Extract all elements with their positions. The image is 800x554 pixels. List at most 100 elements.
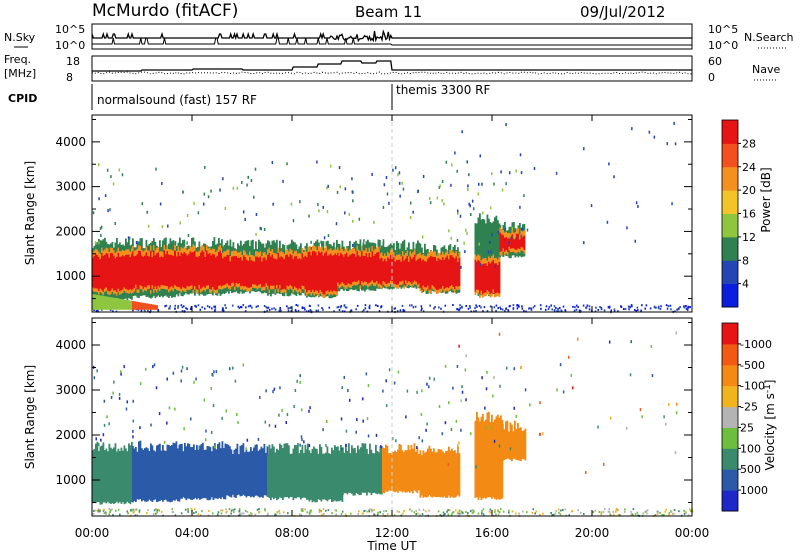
echo-column (244, 256, 247, 287)
ground-scatter-point (382, 512, 384, 515)
ground-scatter-point (147, 309, 149, 312)
ground-scatter-point (379, 511, 381, 514)
echo-column (311, 448, 314, 503)
echo-column (502, 424, 504, 461)
scatter-point (392, 168, 394, 172)
ground-scatter-point (309, 305, 311, 308)
echo-column (136, 451, 139, 500)
echo-column (227, 444, 230, 496)
echo-segment (304, 239, 338, 299)
echo-column (316, 449, 318, 503)
echo-column (108, 257, 111, 292)
ground-scatter-point (657, 305, 660, 308)
colorbar-swatch (722, 385, 738, 408)
ground-scatter-point (337, 305, 340, 308)
echo-column (425, 451, 428, 498)
echo-column (348, 443, 350, 493)
ground-scatter-point (403, 309, 406, 312)
scatter-point (367, 434, 370, 438)
scatter-point (150, 423, 152, 427)
scatter-point (104, 194, 107, 198)
scatter-point (93, 376, 96, 380)
echo-column (346, 450, 349, 495)
echo-column (288, 445, 290, 499)
ground-scatter-point (480, 306, 482, 309)
echo-column (256, 444, 258, 496)
colorbar-tick-label: 24 (742, 161, 756, 174)
ground-scatter-point (475, 309, 477, 312)
echo-segment (502, 420, 527, 462)
echo-column (428, 257, 431, 290)
ground-scatter-point (231, 304, 234, 307)
ground-scatter-point (228, 507, 231, 510)
echo-column (403, 452, 405, 492)
scatter-point (648, 130, 651, 134)
ground-scatter-point (387, 513, 389, 516)
scatter-point (192, 244, 195, 248)
ground-scatter-point (136, 514, 139, 517)
scatter-point (98, 197, 100, 201)
ground-scatter-point (528, 307, 531, 310)
scatter-point (385, 379, 387, 383)
scatter-point (100, 438, 102, 442)
scatter-point (97, 443, 100, 447)
ground-scatter-point (609, 513, 612, 516)
ground-scatter-point (368, 509, 370, 512)
echo-column (449, 450, 452, 498)
scatter-point (519, 205, 521, 209)
ground-scatter-point (477, 512, 480, 515)
scatter-point (454, 151, 456, 155)
ground-scatter-point (371, 508, 373, 511)
scatter-point (461, 130, 463, 134)
ground-scatter-point (588, 308, 591, 311)
date-title: 09/Jul/2012 (580, 3, 665, 21)
scatter-point (167, 224, 169, 228)
low-echo-column (100, 295, 102, 310)
echo-column (276, 259, 278, 285)
echo-segment (179, 441, 227, 501)
ground-scatter-point (542, 512, 544, 515)
echo-column (315, 251, 317, 291)
echo-column (291, 255, 293, 287)
low-echo-column (128, 300, 130, 310)
scatter-point (166, 421, 168, 425)
ground-scatter-point (482, 508, 485, 511)
scatter-point (513, 236, 516, 240)
scatter-point (475, 465, 477, 469)
echo-column (125, 255, 127, 289)
echo-column (366, 448, 368, 496)
scatter-point (521, 227, 524, 231)
scatter-point (412, 210, 414, 214)
ground-scatter-point (414, 305, 417, 308)
ground-scatter-point (577, 306, 579, 309)
ground-scatter-point (144, 310, 146, 313)
echo-column (202, 442, 204, 499)
ground-scatter-point (594, 310, 597, 313)
echo-column (389, 452, 392, 491)
echo-column (271, 254, 274, 286)
echo-column (499, 232, 502, 252)
ground-scatter-point (335, 513, 338, 516)
ground-scatter-point (671, 512, 674, 515)
ground-scatter-point (634, 513, 637, 516)
scatter-point (460, 265, 462, 269)
echo-column (390, 255, 392, 281)
echo-column (431, 451, 434, 498)
echo-column (274, 452, 277, 498)
ground-scatter-point (687, 306, 690, 309)
echo-column (154, 451, 157, 500)
ground-scatter-point (579, 309, 582, 312)
echo-column (208, 446, 210, 501)
ground-scatter-point (553, 308, 556, 311)
colorbar-swatch (722, 490, 738, 512)
ground-scatter-point (214, 309, 216, 312)
ground-scatter-point (380, 305, 383, 308)
ground-scatter-point (220, 509, 222, 512)
echo-column (276, 448, 278, 501)
scatter-point (428, 197, 431, 201)
echo-column (242, 443, 245, 495)
ground-scatter-point (574, 306, 576, 309)
scatter-point (460, 428, 462, 432)
echo-column (365, 253, 368, 282)
